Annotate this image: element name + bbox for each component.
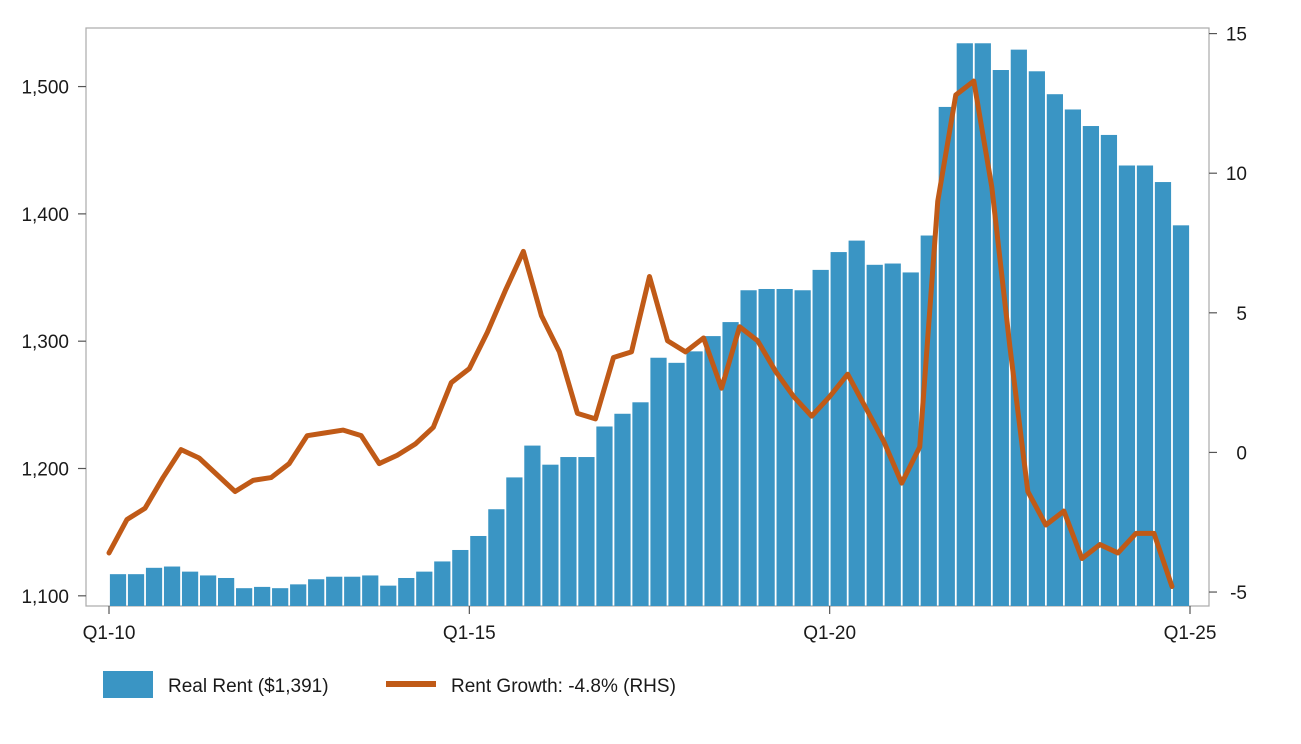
- y-axis-left: 1,100 1,200 1,300 1,400 1,500: [21, 78, 86, 608]
- y-tick-label-left: 1,500: [21, 78, 69, 99]
- bar-real-rent: [1136, 165, 1154, 606]
- bar-real-rent: [1154, 182, 1172, 607]
- bar-real-rent: [416, 571, 433, 606]
- legend-label-rent-growth: Rent Growth: -4.8% (RHS): [451, 676, 676, 697]
- x-tick-label: Q1-10: [83, 623, 136, 644]
- bar-real-rent: [578, 457, 595, 606]
- bar-real-rent: [524, 445, 541, 606]
- y-tick-label-left: 1,300: [21, 332, 69, 353]
- legend-swatch-real-rent: [103, 671, 153, 698]
- bar-real-rent: [614, 413, 631, 606]
- y-tick-label-right: 5: [1236, 304, 1247, 325]
- bar-real-rent: [434, 561, 451, 606]
- bars-layer: [109, 43, 1190, 607]
- bar-real-rent: [740, 290, 757, 606]
- x-axis: Q1-10 Q1-15 Q1-20 Q1-25: [83, 606, 1217, 644]
- y-tick-label-left: 1,200: [21, 460, 69, 481]
- bar-real-rent: [920, 235, 937, 606]
- bar-real-rent: [254, 586, 271, 606]
- bar-real-rent: [866, 264, 883, 606]
- bar-real-rent: [1118, 165, 1136, 606]
- bar-real-rent: [127, 574, 145, 606]
- y-tick-label-right: 0: [1236, 443, 1247, 464]
- bar-real-rent: [542, 464, 559, 606]
- y-tick-label-left: 1,100: [21, 587, 69, 608]
- bar-real-rent: [956, 43, 973, 606]
- bar-real-rent: [1010, 49, 1027, 606]
- legend: Real Rent ($1,391) Rent Growth: -4.8% (R…: [103, 671, 676, 698]
- bar-real-rent: [145, 567, 163, 606]
- bar-real-rent: [596, 426, 613, 606]
- bar-real-rent: [326, 576, 343, 606]
- x-tick-label: Q1-15: [443, 623, 496, 644]
- bar-real-rent: [974, 43, 991, 606]
- bar-real-rent: [1028, 71, 1045, 607]
- line-layer: [106, 78, 1175, 589]
- bar-real-rent: [632, 402, 649, 606]
- line-rent-growth: [106, 78, 1175, 589]
- bar-real-rent: [884, 263, 901, 606]
- y-tick-label-left: 1,400: [21, 205, 69, 226]
- x-tick-label: Q1-20: [803, 623, 856, 644]
- bar-real-rent: [344, 576, 361, 606]
- bar-real-rent: [199, 575, 217, 606]
- y-tick-label-right: -5: [1230, 583, 1247, 604]
- bar-real-rent: [398, 577, 415, 606]
- bar-real-rent: [1082, 126, 1100, 606]
- bar-real-rent: [163, 566, 181, 606]
- bar-real-rent: [362, 575, 379, 606]
- bar-real-rent: [272, 588, 289, 606]
- legend-label-real-rent: Real Rent ($1,391): [168, 676, 329, 697]
- bar-real-rent: [848, 240, 865, 607]
- bar-real-rent: [722, 322, 739, 606]
- bar-real-rent: [560, 457, 577, 606]
- x-tick-label: Q1-25: [1164, 623, 1217, 644]
- bar-real-rent: [1046, 94, 1063, 606]
- bar-real-rent: [470, 535, 487, 606]
- bar-real-rent: [812, 269, 829, 606]
- bar-real-rent: [1100, 134, 1118, 606]
- bar-real-rent: [758, 288, 775, 606]
- bar-real-rent: [776, 288, 793, 606]
- bar-real-rent: [488, 509, 505, 606]
- y-axis-right: -5 0 5 10 15: [1209, 25, 1247, 604]
- bar-real-rent: [218, 577, 235, 606]
- bar-real-rent: [938, 106, 955, 607]
- bar-real-rent: [181, 571, 199, 606]
- bar-real-rent: [830, 252, 847, 606]
- bar-real-rent: [290, 584, 307, 606]
- y-tick-label-right: 10: [1226, 164, 1247, 185]
- bar-real-rent: [650, 357, 667, 606]
- bar-real-rent: [902, 272, 919, 606]
- bar-real-rent: [109, 574, 127, 606]
- bar-real-rent: [1172, 225, 1190, 606]
- bar-real-rent: [1064, 109, 1081, 606]
- bar-real-rent: [668, 362, 685, 606]
- bar-real-rent: [380, 585, 397, 606]
- y-tick-label-right: 15: [1226, 25, 1247, 46]
- bar-real-rent: [686, 351, 703, 606]
- bar-real-rent: [704, 336, 721, 606]
- bar-real-rent: [452, 549, 469, 606]
- bar-real-rent: [308, 579, 325, 606]
- bar-real-rent: [992, 70, 1009, 606]
- bar-real-rent: [506, 477, 523, 606]
- bar-real-rent: [236, 588, 253, 606]
- bar-real-rent: [794, 290, 811, 606]
